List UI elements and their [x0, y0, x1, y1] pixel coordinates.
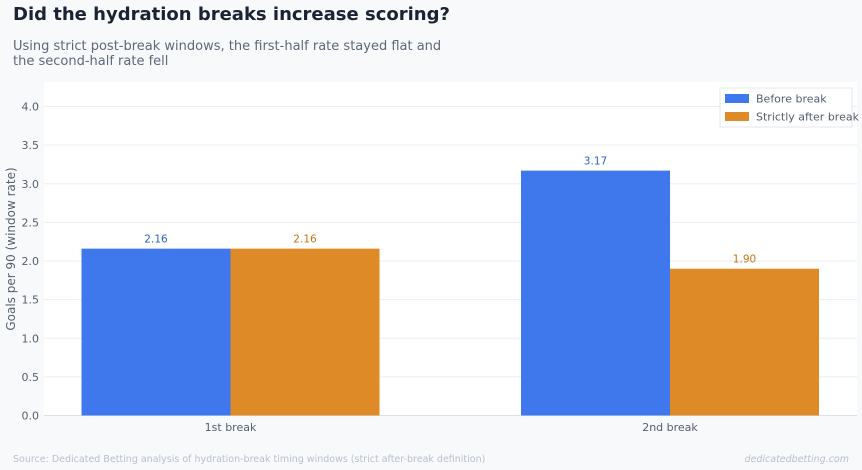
legend-label: Before break [756, 93, 827, 106]
x-axis-ticks: 1st break 2nd break [205, 421, 699, 434]
bar-after-2 [670, 268, 819, 416]
data-label: 1.90 [733, 254, 756, 266]
y-tick-label: 0.0 [22, 410, 40, 423]
bar-before-2 [521, 170, 670, 416]
y-tick-label: 0.5 [22, 371, 40, 384]
data-label: 2.16 [144, 234, 168, 246]
legend-label: Strictly after break [756, 111, 860, 124]
data-label: 2.16 [293, 234, 317, 246]
y-tick-label: 3.5 [22, 139, 40, 152]
y-axis-ticks: 0.0 0.5 1.0 1.5 2.0 2.5 3.0 3.5 4.0 [22, 101, 40, 423]
y-tick-label: 1.0 [22, 332, 40, 345]
x-tick-label: 2nd break [642, 421, 698, 434]
y-tick-label: 3.0 [22, 178, 40, 191]
x-tick-label: 1st break [205, 421, 257, 434]
brand-credit: dedicatedbetting.com [744, 454, 849, 465]
y-axis-label: Goals per 90 (window rate) [4, 167, 18, 330]
data-labels: 2.16 2.16 3.17 1.90 [144, 156, 756, 266]
page-title: Did the hydration breaks increase scorin… [13, 4, 450, 25]
legend: Before break Strictly after break [719, 87, 860, 128]
bars [81, 170, 819, 416]
y-tick-label: 1.5 [22, 294, 40, 307]
page-subtitle: Using strict post-break windows, the fir… [13, 39, 442, 69]
bar-before-1 [81, 248, 231, 416]
source-note: Source: Dedicated Betting analysis of hy… [13, 454, 486, 465]
y-tick-label: 2.5 [22, 216, 40, 229]
y-tick-label: 4.0 [22, 101, 40, 114]
bar-after-1 [230, 248, 380, 416]
y-tick-label: 2.0 [22, 255, 40, 268]
data-label: 3.17 [584, 156, 607, 168]
legend-swatch [725, 112, 749, 121]
legend-swatch [725, 94, 749, 103]
